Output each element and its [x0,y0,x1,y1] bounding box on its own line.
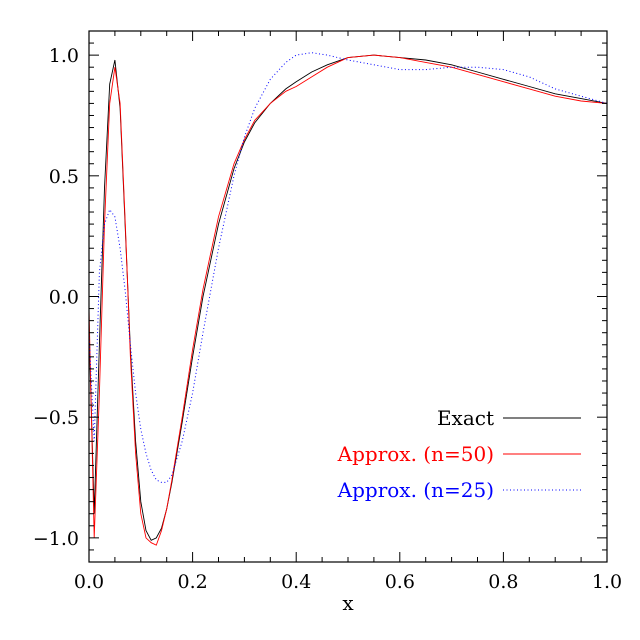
x-tick-label: 0.4 [281,571,311,593]
series-line-3 [89,52,607,483]
labels-layer: 0.0 0.2 0.4 0.6 0.8 1.0 −1.0 −0.5 0.0 0.5 1.0 [33,45,622,593]
series-line-1 [89,54,607,541]
legend-label-1: Exact [437,406,494,430]
x-axis-title: x [342,591,354,615]
x-tick-label: 1.0 [592,571,622,593]
legend-label-2: Approx. (n=50) [337,442,494,466]
x-tick-label: 0.8 [488,571,518,593]
y-tick-label: 0.5 [49,166,79,188]
legend: Exact Approx. (n=50) Approx. (n=25) [337,406,581,502]
legend-label-3: Approx. (n=25) [337,478,494,502]
x-tick-label: 0.0 [74,571,104,593]
y-tick-label: −1.0 [33,528,79,550]
y-tick-label: 1.0 [49,45,79,67]
series-layer [89,52,607,546]
x-tick-label: 0.6 [385,571,415,593]
y-tick-label: −0.5 [33,407,79,429]
series-line-2 [89,54,607,546]
y-tick-label: 0.0 [49,287,79,309]
x-tick-label: 0.2 [177,571,207,593]
ticks-layer [88,30,608,563]
